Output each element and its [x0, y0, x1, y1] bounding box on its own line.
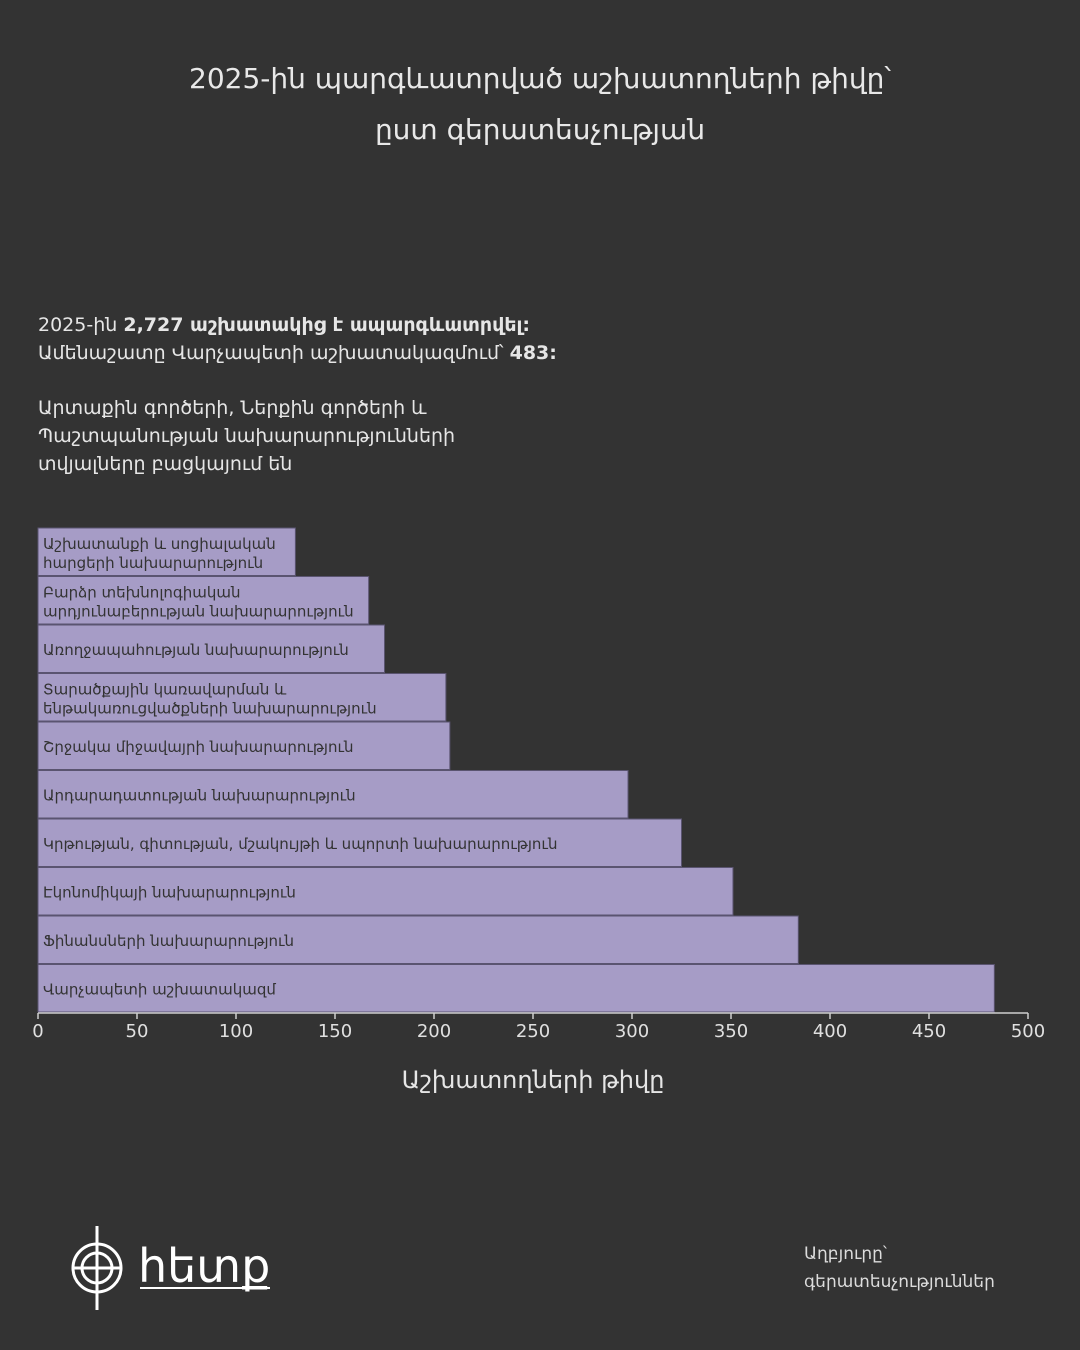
- summary-bold: 483:: [509, 342, 557, 364]
- x-tick-label: 0: [32, 1021, 43, 1042]
- logo-text: հետք: [138, 1239, 270, 1293]
- bar: [37, 770, 629, 819]
- bar: [37, 818, 682, 867]
- x-tick-label: 150: [318, 1021, 352, 1042]
- x-tick-label: 400: [813, 1021, 847, 1042]
- bar-label: Տարածքային կառավարման և: [43, 680, 287, 698]
- missing-note-line3: տվյալները բացկայում են: [38, 453, 293, 475]
- x-tick-label: 50: [126, 1021, 149, 1042]
- bar-label: Առողջապահության նախարարություն: [43, 641, 349, 659]
- x-tick-label: 250: [516, 1021, 550, 1042]
- bar: [37, 673, 447, 722]
- x-tick-label: 350: [714, 1021, 748, 1042]
- bar-label: Շրջակա միջավայրի նախարարություն: [43, 738, 354, 756]
- summary-text: 2025-ին: [38, 314, 124, 336]
- bar-label: հարցերի նախարարություն: [43, 554, 263, 572]
- bar-label: Էկոնոմիկայի նախարարություն: [43, 883, 296, 901]
- x-tick-label: 450: [912, 1021, 946, 1042]
- bar: [37, 867, 734, 916]
- x-tick-label: 500: [1011, 1021, 1045, 1042]
- bar-label: Ֆինանսների նախարարություն: [43, 932, 294, 950]
- bar: [37, 915, 799, 964]
- bar-label: Աշխատանքի և սոցիալական: [43, 535, 276, 553]
- summary-bold: 2,727 աշխատակից է ապարգևատրվել:: [123, 314, 531, 336]
- bar-label: Վարչապետի աշխատակազմ: [43, 980, 276, 998]
- bar: [37, 527, 296, 576]
- bar-label: արդյունաբերության նախարարություն: [43, 602, 354, 620]
- x-tick-label: 200: [417, 1021, 451, 1042]
- bar-label: Կրթության, գիտության, մշակույթի և սպորտի…: [43, 835, 557, 853]
- x-axis-label: Աշխատողների թիվը: [401, 1066, 665, 1094]
- logo-icon: հետք: [71, 1226, 270, 1310]
- source-label: Աղբյուրը՝: [804, 1244, 887, 1264]
- missing-note-line1: Արտաքին գործերի, Ներքին գործերի և: [38, 397, 427, 419]
- bar-label: ենթակառուցվածքների նախարարություն: [43, 699, 377, 717]
- bar-label: Բարձր տեխնոլոգիական: [43, 583, 241, 601]
- summary-line1: 2025-ին 2,727 աշխատակից է ապարգևատրվել:: [38, 311, 530, 339]
- x-tick-label: 300: [615, 1021, 649, 1042]
- hetq-logo: հետք: [70, 1222, 280, 1318]
- missing-note-line2: Պաշտպանության նախարարությունների: [38, 425, 456, 447]
- bar: [37, 964, 995, 1013]
- bar: [37, 624, 385, 673]
- source-value: գերատեսչություններ: [804, 1272, 995, 1292]
- bar-label: Արդարադատության նախարարություն: [43, 786, 356, 804]
- chart-title-line1: 2025-ին պարգևատրված աշխատողների թիվը՝: [189, 62, 891, 95]
- bar: [37, 576, 370, 625]
- chart-title-line2: ըստ գերատեսչության: [374, 113, 706, 146]
- bar: [37, 721, 451, 770]
- summary-line2: Ամենաշատը Վարչապետի աշխատակազմում՝ 483:: [38, 339, 557, 367]
- source-note: Աղբյուրը՝ գերատեսչություններ: [804, 1240, 995, 1296]
- x-tick-label: 100: [219, 1021, 253, 1042]
- summary-text: Ամենաշատը Վարչապետի աշխատակազմում՝: [38, 342, 510, 364]
